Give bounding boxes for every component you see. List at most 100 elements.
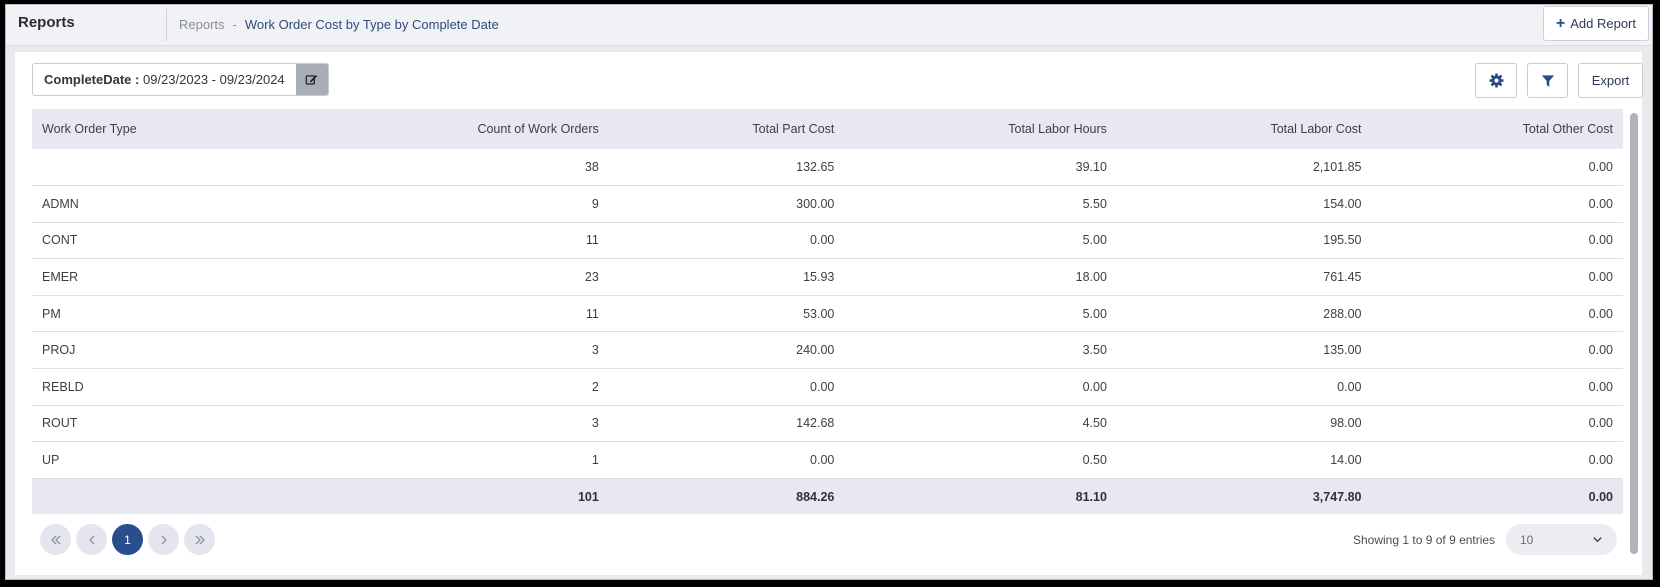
table-cell: 135.00 (1323, 343, 1362, 358)
table-row: EMER 23 15.93 18.00 761.45 0.00 (32, 259, 1623, 296)
export-button[interactable]: Export (1578, 63, 1643, 98)
table-cell: 3 (591, 416, 599, 431)
table-cell: 0.00 (810, 453, 835, 468)
table-cell: 9 (591, 196, 599, 211)
column-header-total-other-cost[interactable]: Total Other Cost (1522, 122, 1613, 136)
filter-button[interactable] (1527, 63, 1568, 98)
table-cell: 0.00 (810, 233, 835, 248)
breadcrumb-separator: - (232, 17, 237, 32)
add-report-label: Add Report (1570, 16, 1636, 31)
title-divider (166, 9, 167, 41)
first-page-button[interactable] (40, 524, 71, 555)
table-row: PROJ 3 240.00 3.50 135.00 0.00 (32, 332, 1623, 369)
previous-page-button[interactable] (76, 524, 107, 555)
table-cell: 2 (591, 379, 599, 394)
table-header-row: Work Order Type Count of Work Orders Tot… (32, 109, 1623, 149)
edit-icon (305, 75, 318, 85)
page-size-select[interactable]: 10 (1506, 524, 1617, 555)
table-cell: 5.00 (1082, 306, 1107, 321)
table-row: PM 11 53.00 5.00 288.00 0.00 (32, 295, 1623, 332)
double-chevron-right-icon (195, 535, 205, 544)
table-cell: 2,101.85 (1312, 160, 1362, 175)
table-cell: 18.00 (1075, 270, 1107, 285)
totals-row: 101 884.26 81.10 3,747.80 0.00 (32, 478, 1623, 515)
breadcrumb: Reports - Work Order Cost by Type by Compl… (179, 17, 499, 32)
column-header-total-labor-cost[interactable]: Total Labor Cost (1270, 122, 1362, 136)
chevron-right-icon (161, 535, 167, 544)
table-cell: 761.45 (1323, 270, 1362, 285)
complete-date-filter[interactable]: CompleteDate : 09/23/2023 - 09/23/2024 (32, 63, 329, 96)
table-cell: 0.00 (1082, 379, 1107, 394)
gear-icon (1488, 73, 1504, 88)
table-cell: 98.00 (1330, 416, 1362, 431)
page-size-value: 10 (1520, 532, 1534, 547)
total-cell: 0.00 (1588, 489, 1613, 504)
table-cell: 0.00 (1588, 160, 1613, 175)
table-row: CONT 11 0.00 5.00 195.50 0.00 (32, 222, 1623, 259)
pagination: 1 (40, 524, 215, 555)
filter-icon (1541, 74, 1554, 87)
table-cell: 0.00 (1588, 453, 1613, 468)
column-header-total-part-cost[interactable]: Total Part Cost (752, 122, 835, 136)
date-filter-label: CompleteDate : (44, 72, 140, 87)
table-row: ADMN 9 300.00 5.50 154.00 0.00 (32, 186, 1623, 223)
chevron-down-icon (1593, 537, 1602, 543)
column-header-work-order-type[interactable]: Work Order Type (42, 122, 137, 136)
vertical-scrollbar[interactable] (1630, 113, 1638, 554)
table-cell: 288.00 (1323, 306, 1362, 321)
total-cell: 101 (577, 489, 599, 504)
table-cell: 0.00 (1588, 306, 1613, 321)
table-cell: 3 (591, 343, 599, 358)
table-cell: 23 (584, 270, 599, 285)
plus-icon: + (1555, 14, 1566, 32)
table-cell: ADMN (42, 196, 79, 211)
report-table: Work Order Type Count of Work Orders Tot… (32, 109, 1623, 515)
table-cell: ROUT (42, 416, 78, 431)
date-filter-label-area: CompleteDate : 09/23/2023 - 09/23/2024 (33, 64, 296, 95)
table-cell: 0.00 (1337, 379, 1362, 394)
report-card: CompleteDate : 09/23/2023 - 09/23/2024 (15, 52, 1643, 575)
settings-button[interactable] (1475, 63, 1517, 98)
header-bar: Reports Reports - Work Order Cost by Type … (6, 5, 1652, 46)
table-cell: PROJ (42, 343, 76, 358)
table-cell: 0.00 (1588, 270, 1613, 285)
last-page-button[interactable] (184, 524, 215, 555)
table-cell: 195.50 (1323, 233, 1362, 248)
table-cell: 5.00 (1082, 233, 1107, 248)
total-cell: 3,747.80 (1312, 489, 1362, 504)
double-chevron-left-icon (50, 535, 60, 544)
table-cell: 0.00 (1588, 233, 1613, 248)
edit-date-button[interactable] (295, 64, 328, 95)
page-button-1[interactable]: 1 (112, 524, 143, 555)
table-cell: 154.00 (1323, 196, 1362, 211)
table-cell: 1 (591, 453, 599, 468)
table-cell: 0.00 (1588, 343, 1613, 358)
table-cell: UP (42, 453, 60, 468)
entries-info: Showing 1 to 9 of 9 entries (1353, 533, 1496, 547)
table-cell: 240.00 (796, 343, 835, 358)
add-report-button[interactable]: + Add Report (1542, 6, 1649, 41)
table-cell: 0.00 (810, 379, 835, 394)
table-row: UP 1 0.00 0.50 14.00 0.00 (32, 442, 1623, 479)
table-cell: 132.65 (796, 160, 835, 175)
column-header-count[interactable]: Count of Work Orders (477, 122, 599, 136)
table-cell: 300.00 (796, 196, 835, 211)
chevron-left-icon (88, 535, 94, 544)
table-cell (32, 149, 233, 186)
total-cell (32, 478, 233, 514)
table-cell: 39.10 (1075, 160, 1107, 175)
table-cell: 11 (585, 233, 599, 248)
table-cell: 4.50 (1082, 416, 1107, 431)
table-cell: 53.00 (803, 306, 835, 321)
table-cell: 5.50 (1082, 196, 1107, 211)
breadcrumb-root-link[interactable]: Reports (179, 17, 225, 32)
table-cell: 0.50 (1082, 453, 1107, 468)
column-header-total-labor-hours[interactable]: Total Labor Hours (1008, 122, 1107, 136)
next-page-button[interactable] (148, 524, 179, 555)
total-cell: 81.10 (1075, 489, 1107, 504)
table-cell: PM (42, 306, 61, 321)
date-range-value: 09/23/2023 - 09/23/2024 (142, 72, 285, 87)
table-cell: 0.00 (1588, 379, 1613, 394)
table-cell: 0.00 (1588, 196, 1613, 211)
table-cell: 38 (584, 160, 599, 175)
